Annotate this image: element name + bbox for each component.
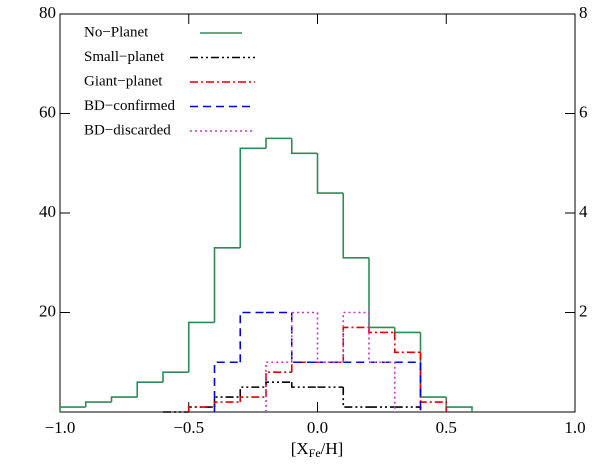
histogram-step [110,396,138,403]
histogram-step [136,381,163,398]
legend-label: BD−discarded [84,122,171,138]
x-tick-label: 1.0 [564,418,585,437]
legend-label: Giant−planet [84,73,163,89]
histogram-step [290,312,318,364]
histogram-step [342,326,369,363]
histogram-step [290,138,318,155]
histogram-step [239,311,266,363]
histogram-step [213,401,241,408]
histogram-step [187,406,215,412]
x-label-part: [X [291,439,309,458]
y-tick-label: 20 [39,301,56,320]
histogram-step [394,406,422,412]
histogram-step [265,381,292,388]
y2-tick-label: 6 [579,102,588,121]
legend-label: No−Planet [84,24,149,40]
y2-tick-label: 8 [579,3,588,22]
histogram-step [213,247,241,323]
histogram-step [316,153,344,194]
histogram-step [419,352,448,412]
histogram-step [445,397,473,412]
histogram-step [239,396,266,403]
legend-label: Small−planet [84,49,165,65]
histogram-step [290,361,318,373]
legend-label: BD−confirmed [84,98,175,114]
x-tick-label: −1.0 [45,418,76,437]
y2-tick-label: 2 [579,301,588,320]
histogram-step [342,311,369,363]
x-tick-label: 0.5 [436,418,457,437]
histogram-step [290,311,318,363]
histogram-step [187,321,215,373]
histogram-step [342,193,369,259]
histogram-step [290,382,318,388]
histogram-step [265,371,292,398]
x-tick-label: −0.5 [173,418,204,437]
histogram-step [419,332,447,398]
histogram-step [265,361,292,412]
histogram-step [162,371,189,383]
histogram-step [239,147,266,248]
histogram-step [394,361,422,412]
y2-tick-label: 4 [579,202,588,221]
histogram-step [239,386,266,398]
histogram-step [316,312,344,364]
histogram-step [59,406,86,412]
y-tick-label: 40 [39,202,56,221]
x-label-sub: Fe [309,446,321,460]
histogram-step [368,257,395,329]
histogram-step [393,332,421,354]
x-tick-label: 0.0 [307,418,328,437]
x-axis-label: [XFe/H] [291,439,344,460]
histogram-step [342,387,369,408]
x-label-part: /H] [321,439,344,458]
y-tick-label: 80 [39,3,56,22]
histogram-step [393,327,421,334]
histogram-step [213,361,241,412]
histogram-step [84,401,112,408]
y-tick-label: 60 [39,102,56,121]
histogram-step [368,312,396,412]
histogram-step [265,137,292,149]
